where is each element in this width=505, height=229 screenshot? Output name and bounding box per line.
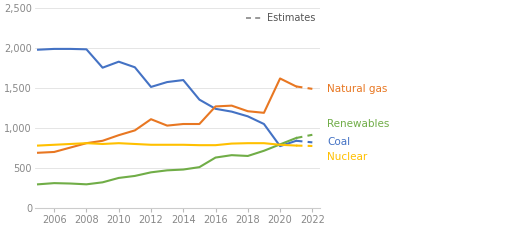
Text: Natural gas: Natural gas: [327, 84, 388, 94]
Text: Coal: Coal: [327, 137, 350, 147]
Text: Renewables: Renewables: [327, 119, 390, 129]
Legend: Estimates: Estimates: [242, 9, 320, 27]
Text: Nuclear: Nuclear: [327, 152, 368, 162]
